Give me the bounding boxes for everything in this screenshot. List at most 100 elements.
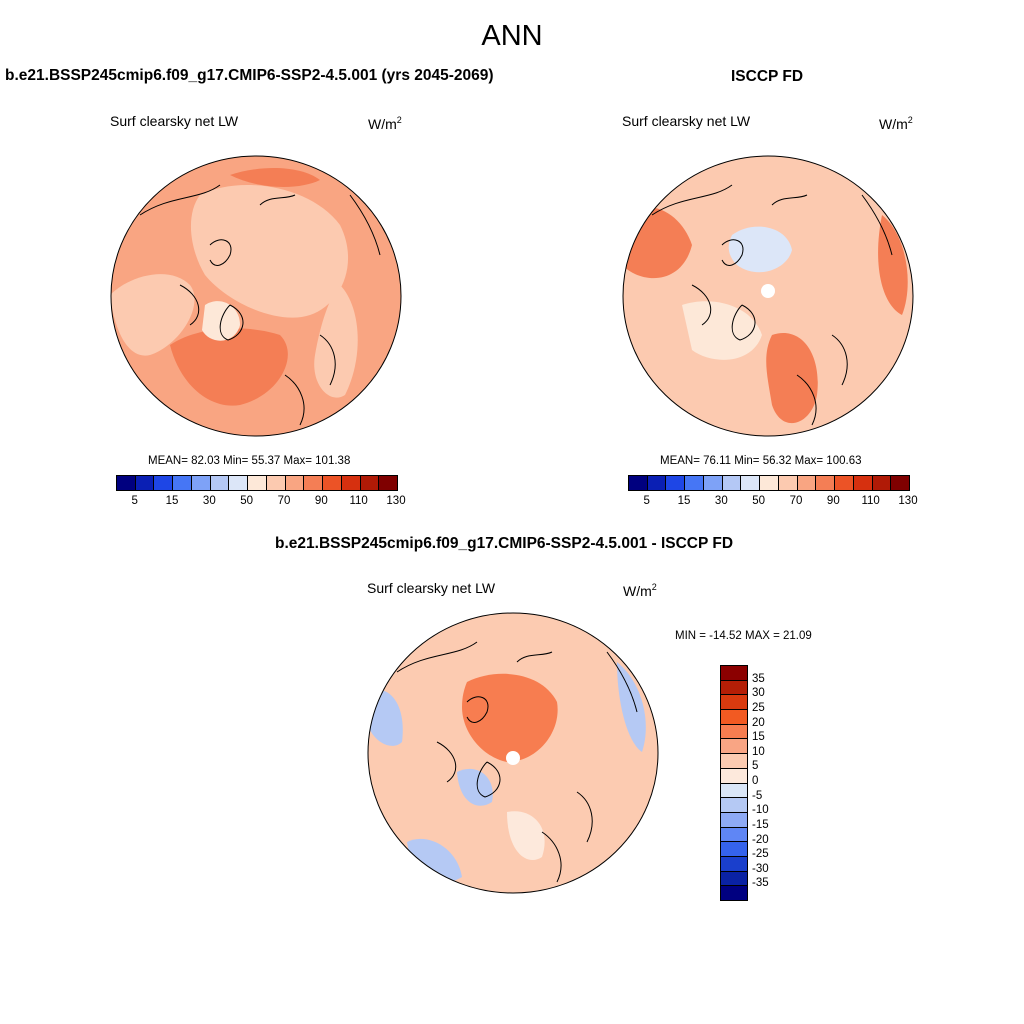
panel-2-map-boundary xyxy=(622,155,914,437)
colorbar-tick-label: 5 xyxy=(643,495,650,507)
panel-1-colorbar-ticks: 5 15 30 50 70 90 110 130 xyxy=(116,495,405,511)
colorbar-box xyxy=(685,476,704,490)
panel-1-title: b.e21.BSSP245cmip6.f09_g17.CMIP6-SSP2-4.… xyxy=(5,67,494,84)
colorbar-box xyxy=(721,739,747,755)
colorbar-box xyxy=(379,476,398,490)
colorbar-tick-label: 30 xyxy=(202,495,216,507)
panel-3-pole-hole xyxy=(506,751,520,765)
colorbar-tick-label: 70 xyxy=(789,495,803,507)
panel-3-map-boundary xyxy=(367,612,659,894)
colorbar-box xyxy=(721,871,747,887)
colorbar-box xyxy=(323,476,342,490)
colorbar-box xyxy=(760,476,779,490)
colorbar-box xyxy=(721,842,747,857)
colorbar-box xyxy=(721,827,747,843)
colorbar-box xyxy=(229,476,249,490)
panel-2-title: ISCCP FD xyxy=(731,68,804,85)
panel-3-variable-label: Surf clearsky net LW xyxy=(367,580,496,596)
panel-2-variable-label: Surf clearsky net LW xyxy=(622,113,751,129)
colorbar-box xyxy=(341,476,361,490)
panel-1-map-boundary xyxy=(110,155,402,437)
colorbar-box xyxy=(741,476,761,490)
colorbar-tick-label: 0 xyxy=(752,775,759,787)
colorbar-box xyxy=(210,476,230,490)
colorbar-tick-label: -25 xyxy=(752,848,769,861)
panel-3-warm-field-pole xyxy=(462,673,558,762)
colorbar-box xyxy=(304,476,324,490)
colorbar-box xyxy=(266,476,286,490)
colorbar-box xyxy=(872,476,892,490)
panel-2-pale-field xyxy=(682,301,762,360)
colorbar-box xyxy=(778,476,798,490)
colorbar-box xyxy=(248,476,267,490)
panel-1-units: W/m2 xyxy=(368,115,402,132)
panel-3-colorbar-ticks: 35 30 25 20 15 10 5 0 -5 -10 -15 -20 -25 -30 -35 xyxy=(752,665,792,899)
colorbar-tick-label: -5 xyxy=(752,789,763,802)
panel-1-warm-field-north xyxy=(230,168,320,187)
colorbar-tick-label: 10 xyxy=(752,745,765,758)
colorbar-tick-label: 90 xyxy=(314,495,328,507)
colorbar-box xyxy=(835,476,854,490)
colorbar-tick-label: 20 xyxy=(752,716,765,729)
colorbar-tick-label: 50 xyxy=(752,495,766,507)
colorbar-tick-label: 110 xyxy=(861,495,880,507)
colorbar-tick-label: 30 xyxy=(752,687,765,700)
panel-1-colorbar xyxy=(116,475,398,491)
colorbar-tick-label: 130 xyxy=(898,495,918,507)
panel-2-polar-map xyxy=(622,155,914,437)
panel-3-coastlines xyxy=(396,641,638,883)
colorbar-tick-label: 70 xyxy=(277,495,291,507)
colorbar-box xyxy=(135,476,155,490)
colorbar-tick-label: 15 xyxy=(677,495,691,507)
panel-2-warm-field-east xyxy=(878,215,908,315)
colorbar-tick-label: 30 xyxy=(714,495,728,507)
panel-3-pale-field-south xyxy=(507,811,545,860)
colorbar-box xyxy=(629,476,648,490)
colorbar-tick-label: 15 xyxy=(752,731,765,744)
colorbar-box xyxy=(154,476,174,490)
colorbar-tick-label: 130 xyxy=(386,495,406,507)
colorbar-box xyxy=(721,783,747,799)
colorbar-tick-label: 90 xyxy=(826,495,840,507)
colorbar-box xyxy=(816,476,836,490)
panel-3-polar-map xyxy=(367,612,659,894)
colorbar-tick-label: -35 xyxy=(752,877,769,890)
panel-1-land-field-west xyxy=(111,274,195,356)
colorbar-box xyxy=(285,476,305,490)
panel-3-units: W/m2 xyxy=(623,582,657,599)
panel-3-title: b.e21.BSSP245cmip6.f09_g17.CMIP6-SSP2-4.… xyxy=(275,535,734,552)
colorbar-box xyxy=(721,724,747,740)
colorbar-box xyxy=(721,812,747,828)
panel-2-cool-field-pole xyxy=(728,226,792,273)
colorbar-tick-label: 5 xyxy=(131,495,138,507)
colorbar-box xyxy=(360,476,380,490)
panel-1-stats: MEAN= 82.03 Min= 55.37 Max= 101.38 xyxy=(148,455,351,467)
colorbar-box xyxy=(721,680,747,696)
panel-3-cool-field-east xyxy=(617,662,646,752)
colorbar-tick-label: 5 xyxy=(752,760,759,773)
panel-1-polar-map xyxy=(110,155,402,437)
colorbar-tick-label: 110 xyxy=(349,495,368,507)
panel-1-coastlines xyxy=(139,184,381,426)
panel-2-colorbar xyxy=(628,475,910,491)
colorbar-box xyxy=(891,476,910,490)
colorbar-box xyxy=(173,476,192,490)
colorbar-box xyxy=(721,695,747,711)
panel-1-variable-label: Surf clearsky net LW xyxy=(110,113,239,129)
colorbar-box xyxy=(721,710,747,725)
panel-2-colorbar-ticks: 5 15 30 50 70 90 110 130 xyxy=(628,495,917,511)
panel-1-land-field-east xyxy=(314,285,358,398)
colorbar-box xyxy=(722,476,742,490)
colorbar-box xyxy=(647,476,667,490)
panel-1-warm-field-south xyxy=(170,328,288,406)
colorbar-box xyxy=(797,476,817,490)
colorbar-box xyxy=(721,768,747,784)
figure-title: ANN xyxy=(481,20,543,52)
colorbar-box xyxy=(721,856,747,872)
colorbar-box xyxy=(721,798,747,813)
colorbar-tick-label: 35 xyxy=(752,672,765,685)
colorbar-tick-label: 25 xyxy=(752,701,765,714)
colorbar-box xyxy=(703,476,723,490)
panel-2-stats: MEAN= 76.11 Min= 56.32 Max= 100.63 xyxy=(660,455,862,467)
colorbar-tick-label: -30 xyxy=(752,862,769,875)
